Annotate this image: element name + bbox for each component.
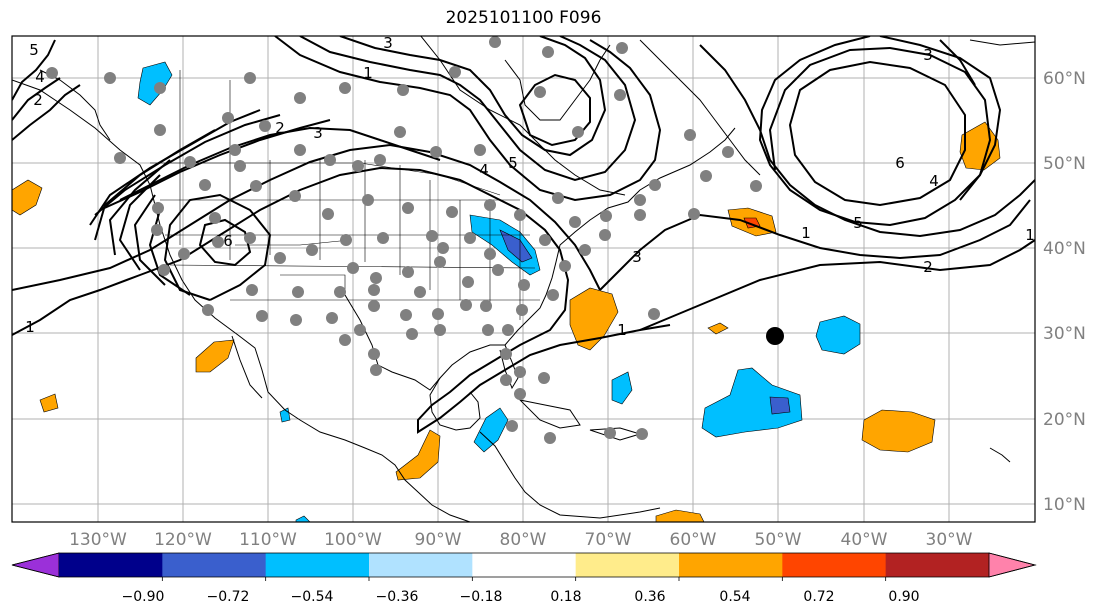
contour-label: 2	[275, 119, 285, 137]
lon-label: 70°W	[585, 530, 632, 550]
negative-anomaly-blob	[769, 396, 791, 415]
colorbar-tick-label: 0.54	[719, 589, 750, 605]
negative-anomaly-blob	[473, 407, 509, 453]
coastlines	[12, 36, 1035, 522]
lon-label: 80°W	[500, 530, 547, 550]
positive-anomaly-blob	[12, 179, 43, 216]
contour-label: 2	[33, 91, 43, 109]
lon-label: 110°W	[239, 530, 297, 550]
colorbar-segment	[162, 553, 267, 577]
contour-label: 1	[25, 318, 35, 336]
lon-label: 100°W	[324, 530, 382, 550]
colorbar-segment	[472, 553, 577, 577]
negative-anomaly-blob	[611, 371, 633, 405]
lon-label: 50°W	[755, 530, 802, 550]
map-content: 5 4 3 2 1 6 3 4 5 2 1 6 5 4 3 1 2 3 1 1	[12, 34, 1035, 522]
contour-label: 3	[632, 248, 642, 266]
lon-label: 30°W	[926, 530, 973, 550]
gridlines	[12, 36, 1035, 522]
colorbar-tick-labels: −0.90 −0.72 −0.54 −0.36 −0.18 0.18 0.36 …	[122, 589, 920, 605]
positive-anomaly-blob	[861, 409, 936, 453]
lon-label: 90°W	[415, 530, 462, 550]
colorbar-segment	[265, 553, 370, 577]
positive-anomaly-blob	[655, 509, 705, 522]
lon-label: 130°W	[69, 530, 127, 550]
contour-label: 1	[617, 321, 627, 339]
colorbar-segment	[885, 553, 990, 577]
colorbar-tick-label: −0.36	[376, 589, 419, 605]
colorbar-extend-left	[11, 552, 60, 578]
positive-anomaly-blob	[39, 393, 59, 413]
colorbar-tick-label: −0.90	[122, 589, 165, 605]
colorbar	[11, 552, 1037, 581]
lon-label: 40°W	[841, 530, 888, 550]
negative-anomaly-blob	[295, 515, 311, 522]
lon-label: 120°W	[154, 530, 212, 550]
contour-label: 4	[479, 161, 489, 179]
map-title: 2025101100 F096	[445, 8, 602, 28]
negative-anomaly-blob	[137, 61, 173, 106]
contour-label: 3	[923, 46, 933, 64]
contour-label: 5	[29, 41, 39, 59]
colorbar-tick-label: 0.36	[634, 589, 665, 605]
colorbar-tick-label: −0.72	[207, 589, 250, 605]
negative-anomaly-blob	[701, 367, 803, 438]
positive-anomaly-blob	[569, 287, 619, 351]
contour-label: 5	[853, 214, 863, 232]
colorbar-segment	[679, 553, 783, 577]
contour-label: 1	[801, 224, 811, 242]
colorbar-tick-label: 0.72	[803, 589, 834, 605]
positive-anomaly-blob	[395, 429, 441, 481]
lat-label: 60°N	[1043, 69, 1086, 89]
colorbar-outline	[11, 552, 1037, 578]
negative-anomaly-blob	[499, 229, 533, 263]
colorbar-tick-label: −0.54	[291, 589, 334, 605]
contour-label: 1	[363, 64, 373, 82]
colorbar-tick-label: 0.18	[550, 589, 581, 605]
positive-anomaly-blob	[195, 339, 235, 373]
colorbar-segment	[782, 553, 887, 577]
contour-label: 6	[895, 154, 905, 172]
colorbar-segment	[575, 553, 680, 577]
marker-dot	[766, 327, 784, 345]
lat-label: 40°N	[1043, 239, 1086, 259]
latitude-labels: 60°N 50°N 40°N 30°N 20°N 10°N	[1043, 69, 1086, 515]
contour-label: 3	[313, 124, 323, 142]
contour-label: 1	[1025, 226, 1035, 244]
contour-label: 5	[508, 154, 518, 172]
contour-label: 4	[35, 68, 45, 86]
lat-label: 20°N	[1043, 410, 1086, 430]
lat-label: 30°N	[1043, 324, 1086, 344]
station-dots	[46, 36, 762, 444]
colorbar-tick-label: 0.90	[888, 589, 919, 605]
map-frame	[11, 35, 1036, 523]
lat-label: 10°N	[1043, 495, 1086, 515]
lon-label: 60°W	[670, 530, 717, 550]
lat-label: 50°N	[1043, 154, 1086, 174]
contour-label: 4	[929, 172, 939, 190]
positive-anomaly-blob	[707, 322, 729, 335]
contour-labels: 5 4 3 2 1 6 3 4 5 2 1 6 5 4 3 1 2 3 1 1	[25, 34, 1035, 339]
longitude-labels: 130°W 120°W 110°W 100°W 90°W 80°W 70°W 6…	[69, 530, 973, 550]
colorbar-segment	[369, 553, 473, 577]
colorbar-segment	[59, 553, 163, 577]
colorbar-tick-label: −0.18	[460, 589, 503, 605]
colorbar-extend-right	[988, 552, 1037, 578]
contour-label: 3	[383, 34, 393, 52]
contour-label: 2	[923, 258, 933, 276]
contour-label: 6	[223, 232, 233, 250]
anomaly-shading	[12, 61, 1001, 522]
negative-anomaly-blob	[815, 315, 861, 355]
